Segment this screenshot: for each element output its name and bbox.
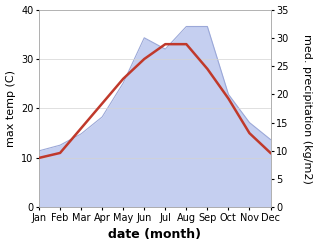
Y-axis label: max temp (C): max temp (C) [5,70,16,147]
Y-axis label: med. precipitation (kg/m2): med. precipitation (kg/m2) [302,34,313,183]
X-axis label: date (month): date (month) [108,228,201,242]
